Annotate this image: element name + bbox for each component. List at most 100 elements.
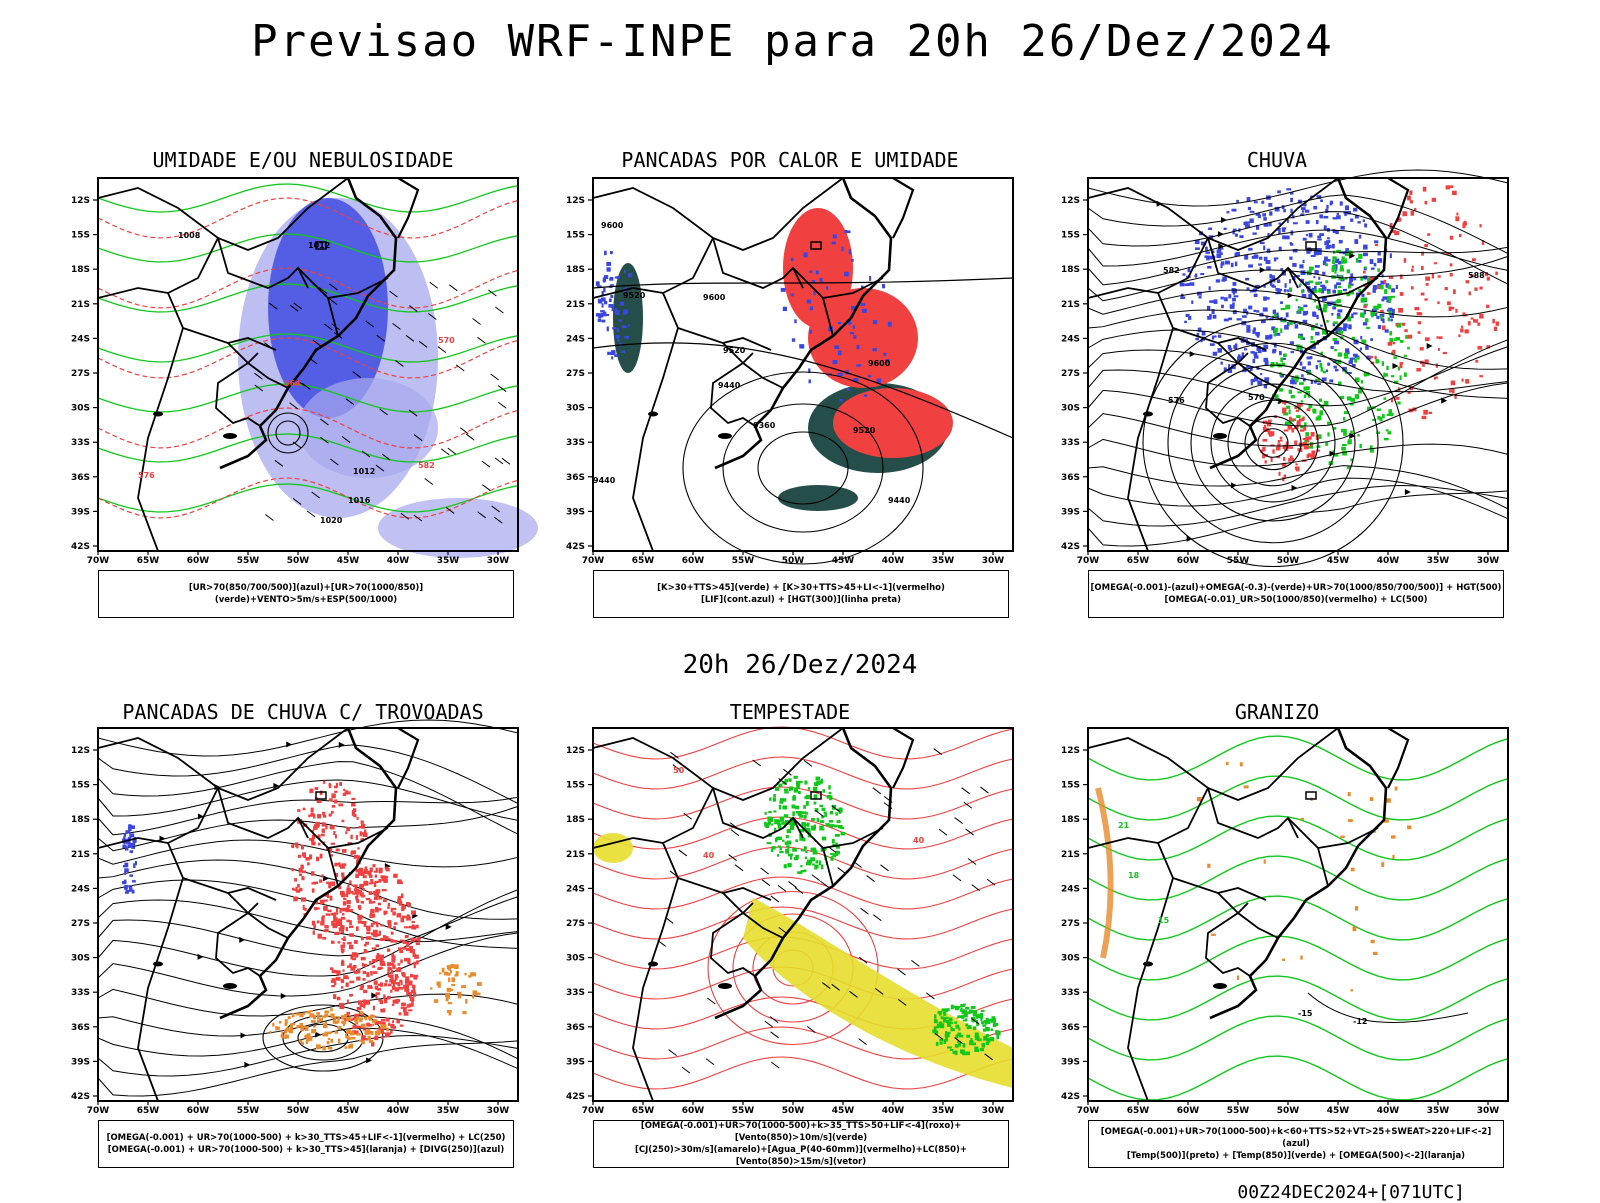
wind-vector: [330, 458, 339, 466]
panel-3-legend: [OMEGA(-0.001)-(azul)+OMEGA(-0.3)-(verde…: [1088, 570, 1504, 618]
storm-orange: [332, 1019, 337, 1024]
storm-red: [380, 1008, 385, 1013]
storm-orange: [281, 1031, 284, 1036]
streamline: [97, 1015, 519, 1060]
wind-vector: [395, 360, 404, 367]
lif-contour: [606, 267, 611, 272]
rain-blue: [1301, 374, 1304, 378]
wind850-area: [830, 856, 834, 861]
rain-green: [1280, 308, 1286, 311]
wind-vector: [831, 983, 841, 991]
storm-orange: [327, 1037, 331, 1040]
storm-red: [334, 790, 338, 793]
wind850-area: [792, 848, 797, 852]
rain-red: [1294, 406, 1298, 409]
rain-red: [1449, 389, 1453, 393]
storm-red: [406, 942, 410, 947]
wind850-area: [804, 780, 808, 785]
storm-red: [393, 922, 398, 925]
storm-red: [328, 813, 332, 817]
main-title: Previsao WRF-INPE para 20h 26/Dez/2024: [251, 16, 1334, 67]
rain-red: [1474, 287, 1478, 291]
rain-red: [1298, 418, 1304, 422]
storm-orange: [299, 1013, 304, 1018]
wind850-area: [820, 847, 823, 852]
rain-green: [1379, 285, 1384, 290]
storm-red: [319, 899, 325, 905]
rain-blue: [1263, 357, 1268, 363]
wind850-area: [810, 847, 815, 852]
storm-red: [387, 983, 392, 987]
wind850-area: [804, 823, 808, 827]
storm-orange: [330, 1038, 334, 1043]
federal-district: [315, 791, 327, 800]
rain-green: [1334, 348, 1337, 352]
wind850-area: [793, 775, 798, 779]
storm-red: [302, 807, 306, 811]
rain-blue: [1301, 337, 1306, 341]
rain-red: [1282, 456, 1286, 461]
rain-blue: [1286, 188, 1292, 191]
storm-red: [373, 980, 378, 985]
rain-blue: [1225, 260, 1230, 265]
storm-red: [346, 791, 351, 795]
rain-blue: [1374, 240, 1379, 244]
rain-green: [1354, 394, 1360, 399]
rain-blue: [1217, 334, 1222, 338]
storm-red: [372, 965, 376, 968]
lon-label: 30W: [487, 556, 510, 566]
streamline-arrow: [1349, 252, 1356, 259]
storm-orange: [278, 1020, 282, 1024]
storm-orange: [446, 987, 452, 992]
lif-contour: [872, 348, 877, 352]
rain-red: [1297, 448, 1301, 452]
wind850-area: [816, 817, 820, 822]
thickness-contour: [97, 197, 519, 239]
storm-red: [362, 1028, 367, 1031]
storm-red: [380, 937, 386, 942]
storm-red: [412, 953, 416, 958]
divergence-blue: [131, 880, 136, 883]
wind850-area: [772, 797, 776, 802]
lif-contour: [869, 276, 872, 281]
rain-red: [1287, 446, 1293, 449]
rain-red: [1311, 450, 1316, 455]
storm-red: [365, 897, 371, 901]
storm-red: [378, 930, 381, 936]
wind850-area: [989, 1037, 995, 1042]
lif-contour: [794, 319, 797, 324]
streamline-arrow: [1259, 267, 1266, 274]
streamline: [97, 1040, 519, 1097]
rain-red: [1400, 274, 1403, 280]
storm-red: [379, 1027, 384, 1031]
rain-green: [1341, 256, 1345, 260]
wind850-area: [773, 827, 777, 832]
country-border: [1237, 912, 1279, 939]
storm-red: [360, 984, 363, 988]
rain-red: [1305, 436, 1310, 441]
rain-blue: [1217, 348, 1223, 353]
rain-blue: [1220, 361, 1223, 365]
storm-orange: [337, 1026, 341, 1030]
rain-blue: [1300, 213, 1305, 216]
storm-red: [404, 926, 409, 929]
rain-blue: [1369, 259, 1374, 264]
lif-contour: [826, 286, 829, 290]
lat-label: 30S: [566, 954, 585, 964]
coastline: [219, 177, 398, 470]
storm-red: [333, 922, 339, 927]
wind850-area: [938, 1021, 943, 1026]
rain-green: [1299, 335, 1304, 339]
storm-red: [390, 989, 393, 993]
storm-red: [412, 992, 417, 997]
contour-label: 1008: [178, 231, 201, 240]
contour-label: 9600: [868, 359, 891, 368]
rain-green: [1383, 397, 1387, 400]
wind850-area: [988, 1037, 991, 1043]
rain-blue: [1228, 347, 1233, 351]
wind850-area: [840, 826, 844, 830]
storm-red: [343, 850, 347, 853]
map-granizo: -15-1215182112S15S18S21S24S27S30S33S36S3…: [1061, 727, 1509, 1116]
rain-blue: [1243, 308, 1247, 314]
storm-red: [387, 966, 391, 972]
